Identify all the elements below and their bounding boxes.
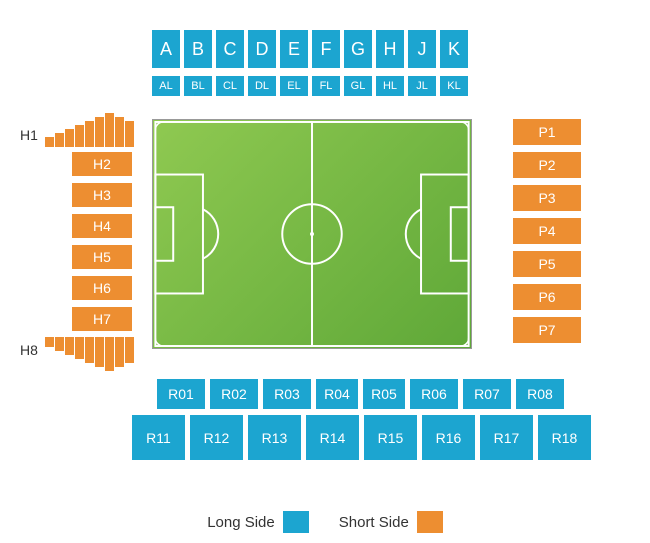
- section-R16[interactable]: R16: [422, 415, 475, 460]
- top-main-B[interactable]: B: [184, 30, 212, 68]
- section-R07[interactable]: R07: [463, 379, 511, 409]
- top-sub-AL[interactable]: AL: [152, 76, 180, 96]
- top-sub-EL[interactable]: EL: [280, 76, 308, 96]
- stair-h1-3[interactable]: [75, 125, 84, 147]
- section-H3[interactable]: H3: [72, 183, 132, 207]
- pitch: [152, 119, 472, 349]
- top-sub-FL[interactable]: FL: [312, 76, 340, 96]
- stair-h1-5[interactable]: [95, 117, 104, 147]
- stair-h1-0[interactable]: [45, 137, 54, 147]
- stair-h8-2[interactable]: [65, 337, 74, 355]
- section-P6[interactable]: P6: [513, 284, 581, 310]
- stair-h8-7[interactable]: [115, 337, 124, 367]
- top-sub-CL[interactable]: CL: [216, 76, 244, 96]
- stair-h8-5[interactable]: [95, 337, 104, 367]
- section-H5[interactable]: H5: [72, 245, 132, 269]
- section-H7[interactable]: H7: [72, 307, 132, 331]
- stadium-map: A B C D E F G H J K AL BL CL DL EL FL GL…: [0, 0, 650, 543]
- stair-h1-6[interactable]: [105, 113, 114, 147]
- section-R12[interactable]: R12: [190, 415, 243, 460]
- stair-h8-0[interactable]: [45, 337, 54, 347]
- top-main-F[interactable]: F: [312, 30, 340, 68]
- stair-h8-3[interactable]: [75, 337, 84, 359]
- stair-h1-8[interactable]: [125, 121, 134, 147]
- stair-h1-1[interactable]: [55, 133, 64, 147]
- top-sub-JL[interactable]: JL: [408, 76, 436, 96]
- top-main-C[interactable]: C: [216, 30, 244, 68]
- top-main-G[interactable]: G: [344, 30, 372, 68]
- section-H4[interactable]: H4: [72, 214, 132, 238]
- stair-h8-6[interactable]: [105, 337, 114, 371]
- legend-long-side-label: Long Side: [207, 514, 275, 531]
- section-H6[interactable]: H6: [72, 276, 132, 300]
- section-R06[interactable]: R06: [410, 379, 458, 409]
- stair-h8-8[interactable]: [125, 337, 134, 363]
- section-H1-label: H1: [20, 127, 38, 143]
- section-R03[interactable]: R03: [263, 379, 311, 409]
- top-main-D[interactable]: D: [248, 30, 276, 68]
- top-sub-DL[interactable]: DL: [248, 76, 276, 96]
- section-R02[interactable]: R02: [210, 379, 258, 409]
- top-main-J[interactable]: J: [408, 30, 436, 68]
- section-H2[interactable]: H2: [72, 152, 132, 176]
- stair-h1-7[interactable]: [115, 117, 124, 147]
- section-P2[interactable]: P2: [513, 152, 581, 178]
- section-R11[interactable]: R11: [132, 415, 185, 460]
- top-main-E[interactable]: E: [280, 30, 308, 68]
- section-R14[interactable]: R14: [306, 415, 359, 460]
- top-sub-KL[interactable]: KL: [440, 76, 468, 96]
- top-sub-BL[interactable]: BL: [184, 76, 212, 96]
- section-R17[interactable]: R17: [480, 415, 533, 460]
- legend-short-side-swatch: [417, 511, 443, 533]
- section-P5[interactable]: P5: [513, 251, 581, 277]
- section-P4[interactable]: P4: [513, 218, 581, 244]
- section-P1[interactable]: P1: [513, 119, 581, 145]
- section-R01[interactable]: R01: [157, 379, 205, 409]
- section-P3[interactable]: P3: [513, 185, 581, 211]
- legend-long-side-swatch: [283, 511, 309, 533]
- legend-short-side-label: Short Side: [339, 514, 409, 531]
- legend: Long Side Short Side: [0, 511, 650, 533]
- section-H8-label: H8: [20, 342, 38, 358]
- section-R18[interactable]: R18: [538, 415, 591, 460]
- section-R05[interactable]: R05: [363, 379, 405, 409]
- section-R13[interactable]: R13: [248, 415, 301, 460]
- stair-h8-4[interactable]: [85, 337, 94, 363]
- section-R15[interactable]: R15: [364, 415, 417, 460]
- top-main-H[interactable]: H: [376, 30, 404, 68]
- stair-h1-4[interactable]: [85, 121, 94, 147]
- stair-h8-1[interactable]: [55, 337, 64, 351]
- stair-h1-2[interactable]: [65, 129, 74, 147]
- section-P7[interactable]: P7: [513, 317, 581, 343]
- section-R08[interactable]: R08: [516, 379, 564, 409]
- top-main-A[interactable]: A: [152, 30, 180, 68]
- top-sub-GL[interactable]: GL: [344, 76, 372, 96]
- section-R04[interactable]: R04: [316, 379, 358, 409]
- top-main-K[interactable]: K: [440, 30, 468, 68]
- top-sub-HL[interactable]: HL: [376, 76, 404, 96]
